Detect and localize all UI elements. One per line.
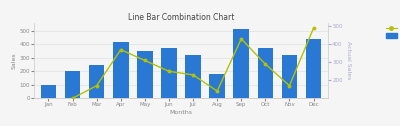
Y-axis label: Actual Sales: Actual Sales	[346, 41, 351, 80]
Bar	[258, 48, 273, 98]
Bar	[234, 29, 249, 98]
Legend: Actual Sales, Proj. Sales: Actual Sales, Proj. Sales	[384, 24, 400, 41]
Bar	[113, 42, 128, 98]
Bar	[65, 71, 80, 98]
Title: Line Bar Combination Chart: Line Bar Combination Chart	[128, 13, 234, 22]
Y-axis label: Sales: Sales	[12, 52, 16, 69]
Bar	[41, 85, 56, 98]
Bar	[306, 39, 321, 98]
Bar	[185, 55, 201, 98]
Bar	[161, 48, 177, 98]
Bar	[282, 55, 297, 98]
Bar	[137, 51, 153, 98]
Bar	[209, 74, 225, 98]
X-axis label: Months: Months	[170, 110, 192, 115]
Bar	[89, 65, 104, 98]
